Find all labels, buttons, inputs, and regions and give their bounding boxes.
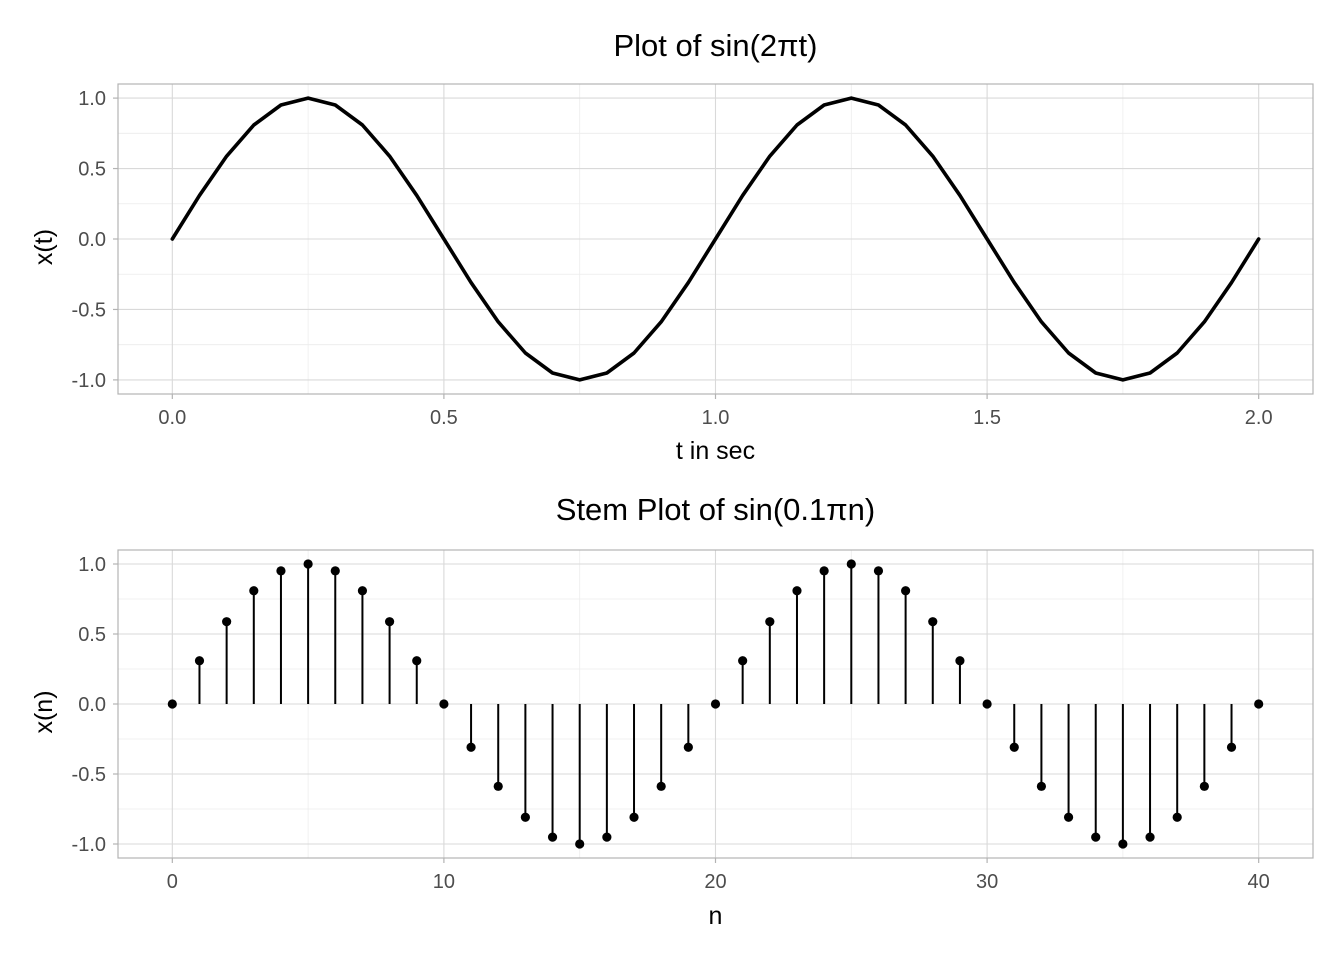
x-axis-title: n [709, 902, 723, 930]
line-chart-panel: 0.0 0.5 1.0 1.5 2.0 -1.0 -0.5 0.0 0.5 1.0 Plot of… [30, 28, 1314, 465]
x-tick-label: 0.0 [158, 407, 186, 429]
y-tick-label: 0.5 [78, 624, 106, 646]
y-tick-label: 1.0 [78, 554, 106, 576]
stem-point [1009, 742, 1019, 752]
chart-title: Stem Plot of sin(0.1πn) [556, 492, 875, 527]
y-tick-label: -0.5 [72, 299, 106, 321]
stem-point [846, 559, 856, 569]
y-tick-label: 0.0 [78, 694, 106, 716]
stem-point [547, 832, 558, 842]
stem-point [710, 699, 721, 709]
x-axis-title: t in sec [676, 437, 755, 465]
stem-point [1226, 742, 1237, 752]
stem-point [330, 566, 340, 576]
stem-point [1118, 839, 1128, 849]
stem-point [276, 566, 286, 576]
x-tick-label: 2.0 [1245, 407, 1273, 429]
stem-point [520, 812, 530, 822]
stem-point [1172, 812, 1182, 822]
x-tick-label: 20 [704, 871, 726, 893]
stem-point [683, 742, 693, 752]
axis-ticks: 0.0 0.5 1.0 1.5 2.0 -1.0 -0.5 0.0 0.5 1.0 [72, 88, 1273, 429]
stem-point [384, 617, 395, 627]
stem-point [466, 742, 476, 752]
y-tick-label: -1.0 [72, 370, 106, 392]
stem-point [602, 832, 612, 842]
stem-chart-panel: 0 10 20 30 40 -1.0 -0.5 0.0 0.5 1.0 Stem Plot of … [30, 492, 1314, 930]
stem-point [412, 656, 422, 666]
stem-point [819, 566, 829, 576]
x-tick-label: 0.5 [430, 407, 458, 429]
stem-point [1145, 832, 1155, 842]
stem-point [873, 566, 884, 576]
stem-point [575, 839, 585, 849]
stem-point [194, 656, 205, 666]
stem-point [1254, 699, 1264, 709]
x-tick-label: 30 [976, 871, 998, 893]
stem-point [439, 699, 449, 709]
chart-title: Plot of sin(2πt) [613, 28, 817, 63]
stem-point [792, 586, 802, 596]
stem-point [629, 812, 639, 822]
stem-point [1063, 812, 1074, 822]
y-tick-label: 0.5 [78, 159, 106, 181]
x-tick-label: 10 [433, 871, 455, 893]
stem-point [1036, 781, 1047, 791]
stem-point [357, 586, 368, 596]
stem-point [955, 656, 965, 666]
y-axis-title: x(n) [30, 690, 58, 733]
x-tick-label: 1.0 [702, 407, 730, 429]
data-marks [170, 96, 1261, 382]
y-tick-label: 1.0 [78, 88, 106, 110]
stem-point [765, 617, 775, 627]
stem-point [1199, 781, 1209, 791]
x-tick-label: 0 [167, 871, 178, 893]
stem-point [982, 699, 992, 709]
stem-point [493, 781, 503, 791]
y-tick-label: -1.0 [72, 834, 106, 856]
axis-ticks: 0 10 20 30 40 -1.0 -0.5 0.0 0.5 1.0 [72, 554, 1270, 893]
y-tick-label: 0.0 [78, 229, 106, 251]
stem-point [303, 559, 313, 569]
stem-point [656, 781, 666, 791]
stem-point [1091, 832, 1101, 842]
stem-point [249, 586, 259, 596]
x-tick-label: 40 [1248, 871, 1270, 893]
stem-point [928, 617, 938, 627]
y-tick-label: -0.5 [72, 764, 106, 786]
stem-point [167, 699, 177, 709]
stem-point [738, 656, 748, 666]
x-tick-label: 1.5 [973, 407, 1001, 429]
stem-point [901, 586, 911, 596]
series-line [170, 96, 1261, 382]
y-axis-title: x(t) [30, 229, 58, 265]
data-marks [167, 559, 1264, 849]
stem-point [222, 617, 232, 627]
